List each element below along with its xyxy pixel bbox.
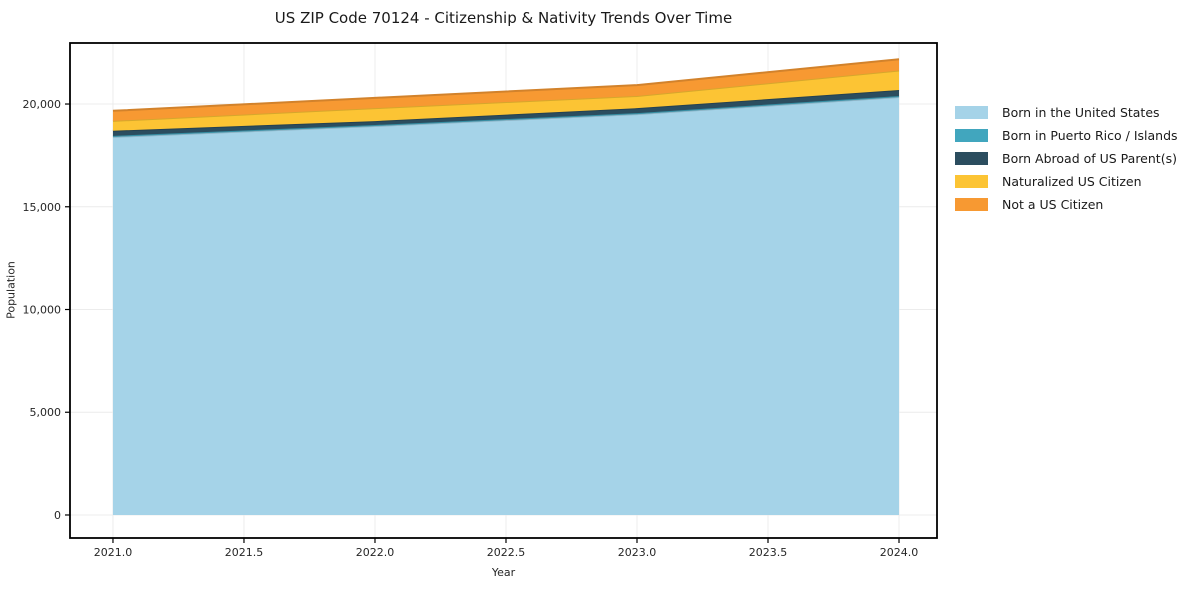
x-axis-label: Year <box>491 566 516 579</box>
legend-label: Naturalized US Citizen <box>1002 174 1142 189</box>
legend-swatch <box>955 152 988 165</box>
area-series-3 <box>112 70 900 131</box>
legend-swatch <box>955 175 988 188</box>
y-tick-label: 10,000 <box>23 304 62 317</box>
y-axis-label: Population <box>4 261 18 319</box>
area-series-4-edge <box>112 58 900 112</box>
chart-title: US ZIP Code 70124 - Citizenship & Nativi… <box>274 9 733 27</box>
x-tick-label: 2023.0 <box>618 546 657 559</box>
legend-label: Born Abroad of US Parent(s) <box>1002 151 1177 166</box>
y-tick-label: 0 <box>54 509 61 522</box>
x-tick-label: 2024.0 <box>880 546 919 559</box>
legend-item: Born in Puerto Rico / Islands <box>955 124 1178 147</box>
legend: Born in the United States Born in Puerto … <box>955 101 1178 216</box>
x-tick-label: 2022.5 <box>487 546 526 559</box>
x-tick-label: 2023.5 <box>749 546 788 559</box>
legend-item: Not a US Citizen <box>955 193 1178 216</box>
y-tick-label: 15,000 <box>23 201 62 214</box>
legend-item: Born in the United States <box>955 101 1178 124</box>
legend-label: Not a US Citizen <box>1002 197 1104 212</box>
legend-label: Born in the United States <box>1002 105 1160 120</box>
y-tick-label: 20,000 <box>23 98 62 111</box>
legend-swatch <box>955 129 988 142</box>
plot-border <box>69 42 938 539</box>
legend-item: Naturalized US Citizen <box>955 170 1178 193</box>
x-tick-label: 2022.0 <box>356 546 395 559</box>
y-tick-label: 5,000 <box>30 406 62 419</box>
area-series-4 <box>112 59 900 121</box>
legend-swatch <box>955 106 988 119</box>
x-tick-label: 2021.5 <box>225 546 264 559</box>
x-tick-label: 2021.0 <box>94 546 133 559</box>
legend-swatch <box>955 198 988 211</box>
legend-item: Born Abroad of US Parent(s) <box>955 147 1178 170</box>
legend-label: Born in Puerto Rico / Islands <box>1002 128 1178 143</box>
area-series-0 <box>112 97 900 515</box>
